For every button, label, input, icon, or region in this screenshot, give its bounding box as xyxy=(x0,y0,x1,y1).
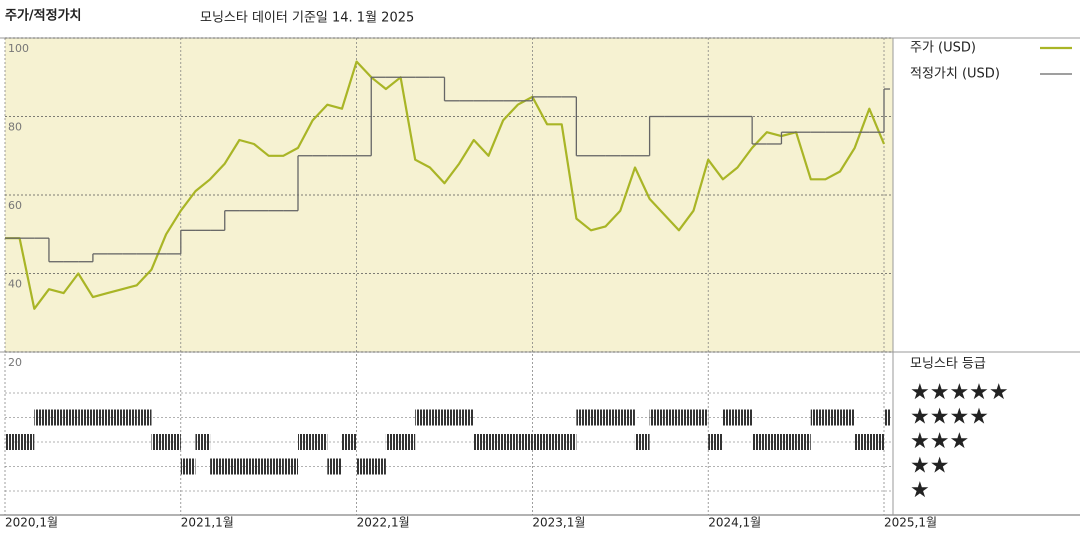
rating-bar xyxy=(605,409,621,426)
rating-bar xyxy=(400,434,416,450)
rating-bar xyxy=(664,409,679,426)
rating-bar xyxy=(459,409,474,426)
rating-bar xyxy=(796,434,811,450)
rating-bar xyxy=(517,434,533,450)
rating-bar xyxy=(678,409,694,426)
rating-bar xyxy=(810,409,826,426)
y-tick-label: 60 xyxy=(8,199,22,212)
rating-level-label: ★ xyxy=(910,478,930,503)
rating-bar xyxy=(371,458,386,475)
rating-bar xyxy=(488,434,504,450)
y-tick-label: 40 xyxy=(8,278,22,291)
rating-level-label: ★★★ xyxy=(910,429,969,454)
rating-bar xyxy=(693,409,709,426)
rating-bar xyxy=(107,409,123,426)
rating-bar xyxy=(268,458,284,475)
rating-bar xyxy=(283,458,298,475)
rating-bar xyxy=(195,434,211,450)
rating-bar xyxy=(854,434,870,450)
chart-subtitle: 모닝스타 데이터 기준일 14. 1월 2025 xyxy=(200,11,414,26)
rating-bar xyxy=(634,434,650,450)
y-tick-label: 80 xyxy=(8,121,22,134)
rating-bar xyxy=(312,434,328,450)
rating-bar xyxy=(48,409,64,426)
rating-bar xyxy=(884,409,890,426)
rating-bar xyxy=(166,434,181,450)
x-tick-label: 2025,1월 xyxy=(884,516,937,530)
rating-bar xyxy=(708,434,723,450)
rating-bar xyxy=(415,409,430,426)
rating-bar xyxy=(444,409,460,426)
rating-bar xyxy=(19,434,35,450)
rating-bar xyxy=(122,409,137,426)
rating-bar xyxy=(298,434,313,450)
rating-bar xyxy=(151,434,167,450)
rating-bar xyxy=(561,434,577,450)
rating-bar xyxy=(547,434,562,450)
x-tick-label: 2021,1월 xyxy=(181,516,234,530)
rating-bar xyxy=(63,409,79,426)
rating-bar xyxy=(239,458,255,475)
rating-bar xyxy=(78,409,93,426)
legend-label: 적정가치 (USD) xyxy=(910,67,1000,82)
rating-bar xyxy=(869,434,884,450)
rating-bar xyxy=(341,434,357,450)
rating-bar xyxy=(473,434,489,450)
rating-bar xyxy=(5,434,20,450)
rating-bar xyxy=(620,409,635,426)
x-tick-label: 2024,1월 xyxy=(708,516,761,530)
rating-bar xyxy=(327,458,342,475)
rating-bar xyxy=(180,458,196,475)
rating-bar xyxy=(781,434,797,450)
y-tick-label: 100 xyxy=(8,42,29,55)
rating-bar xyxy=(766,434,782,450)
rating-bar xyxy=(503,434,518,450)
rating-bar xyxy=(224,458,240,475)
rating-bar xyxy=(429,409,445,426)
rating-level-label: ★★★★★ xyxy=(910,380,1009,405)
legend-label: 주가 (USD) xyxy=(910,41,976,56)
rating-bar xyxy=(752,434,767,450)
rating-bar xyxy=(210,458,225,475)
price-line xyxy=(5,60,886,310)
y-tick-label: 20 xyxy=(8,356,22,369)
x-tick-label: 2020,1월 xyxy=(5,516,58,530)
rating-level-label: ★★ xyxy=(910,454,949,479)
ratings-title: 모닝스타 등급 xyxy=(910,357,986,372)
rating-bar xyxy=(649,409,665,426)
rating-bar xyxy=(825,409,841,426)
rating-bar xyxy=(737,409,753,426)
rating-bar xyxy=(356,458,372,475)
rating-bar xyxy=(532,434,548,450)
chart-title: 주가/적정가치 xyxy=(5,8,82,24)
rating-bar xyxy=(34,409,49,426)
x-tick-label: 2023,1월 xyxy=(532,516,585,530)
rating-bar xyxy=(840,409,855,426)
rating-bar xyxy=(92,409,108,426)
rating-bar xyxy=(136,409,152,426)
rating-bar xyxy=(385,434,401,450)
rating-bar xyxy=(576,409,591,426)
x-tick-label: 2022,1월 xyxy=(357,516,410,530)
rating-bar xyxy=(591,409,606,426)
rating-bar xyxy=(254,458,269,475)
rating-bar xyxy=(722,409,738,426)
rating-level-label: ★★★★ xyxy=(910,405,989,430)
